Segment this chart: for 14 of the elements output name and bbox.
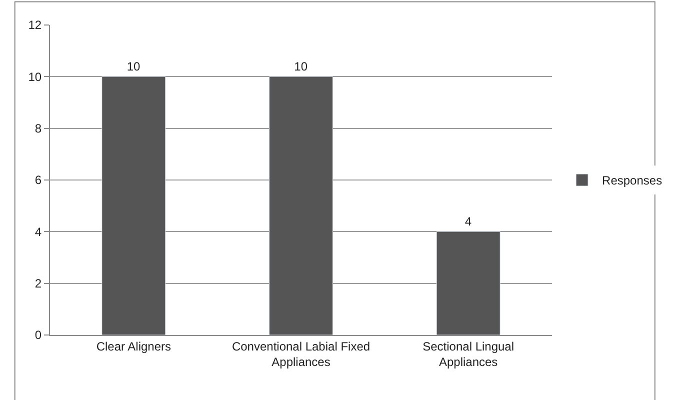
- legend-label: Responses: [602, 174, 662, 188]
- x-tick-label: Clear Aligners: [96, 339, 172, 354]
- y-tick-label: 6: [34, 173, 42, 188]
- x-tick-label: Conventional Labial Fixed Appliances: [232, 339, 370, 369]
- y-tick-label: 2: [34, 276, 42, 291]
- y-tick-label: 10: [28, 70, 42, 84]
- y-tick-label: 4: [34, 224, 42, 239]
- y-tick-label: 8: [34, 122, 42, 136]
- y-tick-label: 12: [28, 18, 42, 32]
- data-label: 4: [464, 214, 472, 229]
- data-label: 10: [294, 60, 308, 74]
- x-tick-label: Sectional Lingual Appliances: [422, 339, 514, 369]
- data-label: 10: [126, 60, 140, 74]
- y-tick-label: 0: [34, 328, 42, 342]
